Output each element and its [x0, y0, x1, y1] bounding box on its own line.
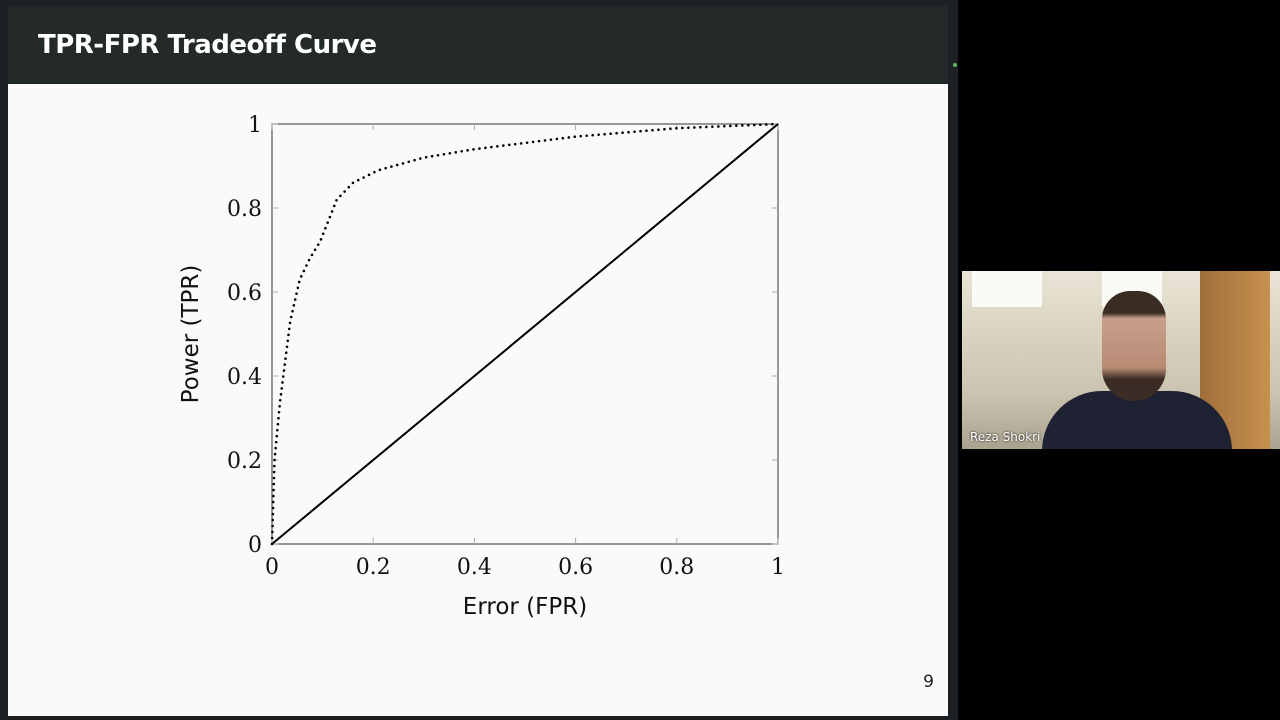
x-axis-label: Error (FPR) [463, 594, 587, 620]
y-tick-label: 0 [248, 533, 262, 558]
y-tick-label: 0.4 [227, 365, 262, 390]
person-head [1102, 291, 1166, 401]
slide: 0 0.2 0.4 0.6 0.8 1 0 0.2 0.4 0.6 0.8 1 Error (FPR) P… [8, 84, 948, 716]
screen-share: TPR-FPR Tradeoff Curve 0 0.2 0.4 0.6 0.8 1 0 0.… [0, 0, 958, 720]
page-number: 9 [923, 672, 934, 692]
status-dot [953, 63, 957, 67]
tradeoff-chart: 0 0.2 0.4 0.6 0.8 1 0 0.2 0.4 0.6 0.8 1 Error (FPR) P… [178, 113, 785, 620]
x-tick-label: 0 [265, 555, 279, 580]
y-tick-label: 0.8 [227, 197, 262, 222]
plot-frame [271, 123, 779, 545]
x-tick-label: 0.8 [659, 555, 694, 580]
diagonal-line [271, 123, 779, 545]
y-axis-label: Power (TPR) [178, 265, 204, 404]
tradeoff-curve-dotted [270, 122, 780, 546]
x-tick-label: 1 [771, 555, 785, 580]
x-tick-label: 0.2 [356, 555, 391, 580]
participant-video[interactable]: Reza Shokri [962, 271, 1280, 449]
y-tick-label: 0.6 [227, 281, 262, 306]
x-tick-label: 0.4 [457, 555, 492, 580]
slide-header: TPR-FPR Tradeoff Curve [8, 6, 948, 83]
y-tick-label: 1 [248, 113, 262, 138]
slide-title: TPR-FPR Tradeoff Curve [38, 30, 377, 60]
y-tick-label: 0.2 [227, 449, 262, 474]
ceiling-light [972, 271, 1042, 307]
x-tick-label: 0.6 [558, 555, 593, 580]
participant-name: Reza Shokri [970, 430, 1041, 444]
